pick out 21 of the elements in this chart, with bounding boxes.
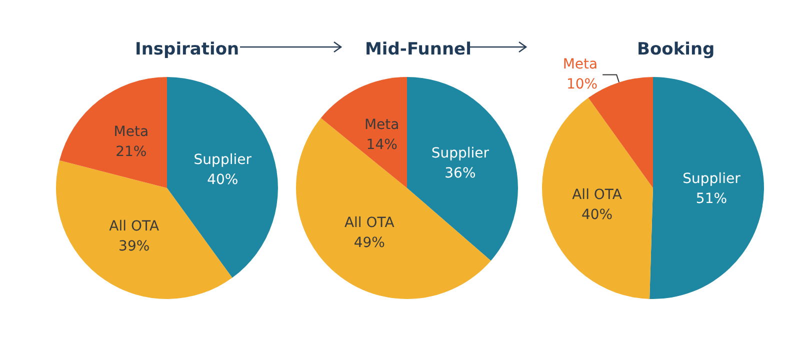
data-label: 51%: [696, 190, 728, 207]
data-label: 40%: [207, 172, 238, 188]
slice-label: All OTA: [572, 187, 622, 204]
slice-label: Meta: [562, 56, 598, 73]
slice-label: Supplier: [431, 146, 490, 162]
data-label: 14%: [366, 137, 398, 154]
slice-label: Meta: [114, 124, 149, 140]
slice-label: Supplier: [682, 170, 741, 187]
data-label: 49%: [354, 234, 385, 251]
slice-label: Supplier: [194, 152, 252, 168]
chart-title: Booking: [637, 40, 715, 60]
data-label: 10%: [566, 76, 598, 93]
data-label: 39%: [118, 238, 150, 254]
slice-label: All OTA: [109, 218, 160, 234]
data-label: 40%: [581, 207, 613, 224]
chart-title: Inspiration: [135, 40, 240, 60]
data-label: 36%: [444, 166, 476, 182]
data-label: 21%: [116, 144, 147, 160]
slice-label: All OTA: [344, 214, 395, 231]
slice-label: Meta: [364, 117, 400, 134]
chart-title: Mid-Funnel: [365, 40, 472, 60]
